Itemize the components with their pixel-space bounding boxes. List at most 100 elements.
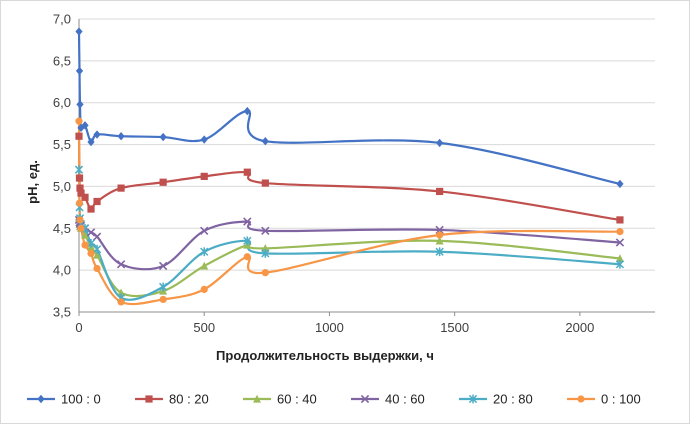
- data-point: [116, 260, 126, 269]
- data-point: [92, 232, 102, 241]
- legend-item: 80 : 20: [135, 392, 209, 407]
- data-point: [75, 199, 84, 207]
- legend-marker: [468, 394, 478, 404]
- data-point: [243, 106, 251, 116]
- data-point: [200, 135, 208, 144]
- data-point: [200, 247, 209, 257]
- data-point: [75, 174, 84, 182]
- data-point: [117, 288, 126, 297]
- x-tick-label: 1500: [440, 320, 469, 335]
- data-point: [159, 178, 167, 186]
- data-point: [75, 132, 83, 140]
- data-point: [87, 137, 95, 147]
- series-markers: [74, 27, 625, 306]
- data-point: [261, 226, 270, 235]
- data-point: [243, 236, 252, 246]
- legend-marker: [37, 394, 45, 404]
- data-point: [86, 228, 96, 237]
- x-tick-label: 2000: [565, 320, 594, 335]
- legend-label: 40 : 60: [385, 392, 425, 407]
- data-point: [436, 187, 444, 196]
- legend-label: 0 : 100: [601, 392, 641, 407]
- data-point: [615, 259, 625, 269]
- data-point: [75, 117, 83, 125]
- series-line-2: [77, 135, 622, 222]
- data-point: [81, 241, 89, 249]
- marker-stroke: [116, 260, 126, 269]
- data-point: [76, 216, 84, 224]
- data-point: [117, 132, 125, 141]
- data-point: [87, 205, 95, 213]
- marker-stroke: [200, 226, 209, 235]
- data-point: [435, 236, 444, 245]
- legend-marker: [145, 395, 153, 403]
- series-line-4: [77, 218, 622, 271]
- data-point: [159, 295, 167, 304]
- legend-item: 0 : 100: [567, 392, 641, 407]
- y-tick-label: 3,5: [53, 305, 71, 320]
- data-point: [92, 244, 102, 254]
- legend-label: 60 : 40: [277, 392, 317, 407]
- data-point: [81, 121, 89, 130]
- data-point: [436, 138, 444, 148]
- data-point: [261, 137, 269, 146]
- data-point: [74, 165, 84, 175]
- series-line-5: [77, 168, 622, 301]
- data-point: [76, 184, 84, 192]
- data-point: [615, 238, 625, 247]
- data-point: [77, 123, 85, 133]
- x-tick-label: 500: [193, 320, 215, 335]
- data-point: [436, 231, 444, 239]
- legend-item: 100 : 0: [27, 392, 101, 407]
- y-tick-label: 4,0: [53, 263, 71, 278]
- legend-item: 40 : 60: [351, 392, 425, 407]
- data-point: [261, 249, 270, 258]
- data-point: [200, 226, 209, 235]
- data-point: [616, 216, 624, 224]
- y-tick-label: 7,0: [53, 12, 71, 27]
- data-point: [243, 168, 251, 176]
- tick-labels: 3,5 4,0 4,5 5,0 5,5 6,0 6,5 7,0 0 500 1000 1500 2000: [53, 12, 594, 336]
- marker-stroke: [86, 228, 96, 237]
- axes: [78, 19, 655, 316]
- legend-marker: [253, 394, 261, 403]
- data-point: [200, 285, 208, 293]
- y-tick-label: 6,5: [53, 53, 71, 68]
- data-point: [75, 27, 83, 36]
- data-point: [93, 197, 101, 206]
- data-point: [93, 250, 102, 259]
- data-point: [93, 264, 101, 273]
- data-point: [159, 282, 168, 292]
- data-point: [117, 184, 125, 192]
- data-point: [243, 253, 251, 261]
- x-tick-label: 1000: [315, 320, 344, 335]
- data-point: [93, 130, 101, 139]
- data-point: [77, 189, 85, 197]
- legend-label: 80 : 20: [169, 392, 209, 407]
- data-point: [117, 298, 125, 306]
- legend-item: 20 : 80: [459, 392, 533, 407]
- data-point: [243, 217, 252, 226]
- marker-stroke: [615, 238, 625, 247]
- series-line-1: [77, 30, 622, 186]
- data-point: [200, 261, 209, 270]
- x-tick-label: 0: [75, 320, 82, 335]
- legend-label: 100 : 0: [61, 392, 101, 407]
- data-point: [77, 224, 85, 232]
- data-point: [261, 269, 269, 277]
- marker-stroke: [243, 217, 252, 226]
- data-point: [158, 261, 168, 271]
- data-point: [616, 179, 624, 189]
- y-axis-title: pH, ед.: [25, 160, 40, 204]
- marker-stroke: [360, 394, 370, 404]
- legend-label: 20 : 80: [493, 392, 533, 407]
- x-axis-title: Продолжительность выдержки, ч: [216, 348, 434, 363]
- data-point: [159, 132, 167, 142]
- marker-stroke: [158, 261, 168, 271]
- data-point: [200, 172, 208, 180]
- data-point: [261, 179, 269, 187]
- legend-item: 60 : 40: [243, 392, 317, 407]
- data-point: [81, 193, 89, 201]
